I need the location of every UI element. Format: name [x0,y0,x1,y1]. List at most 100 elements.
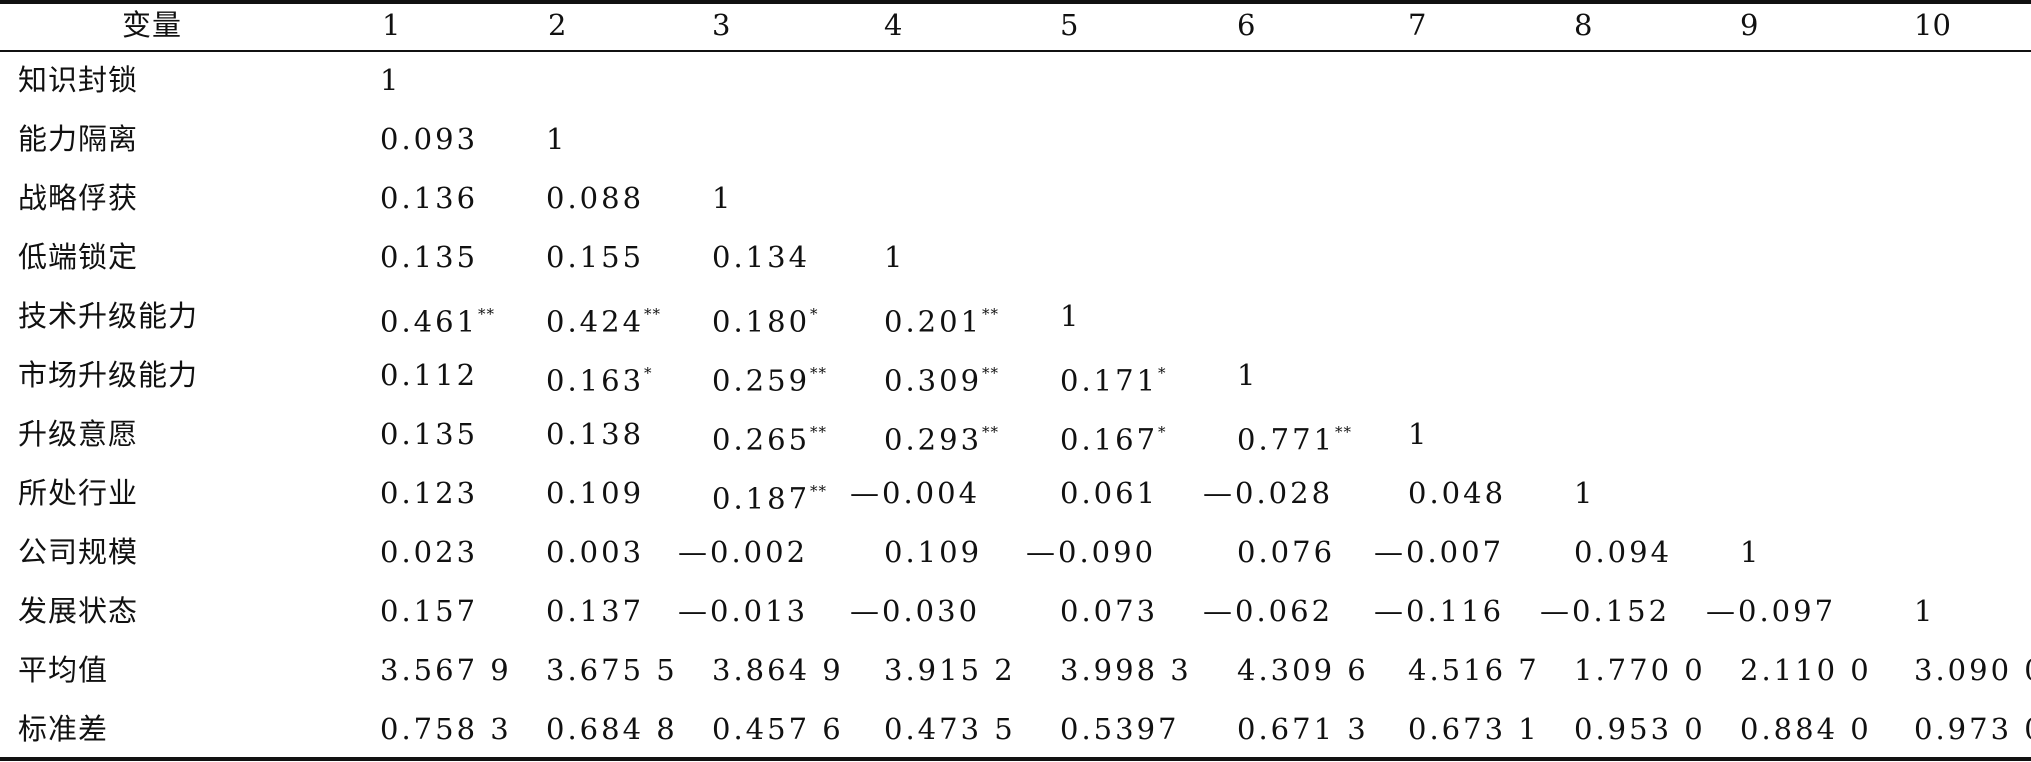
table-cell: 0.293** [884,418,999,456]
cell-value: 3.090 0 [1914,653,2031,687]
table-cell: 3.567 9 [380,654,512,686]
significance-mark: * [810,305,819,323]
table-cell: 3.675 5 [546,654,678,686]
significance-mark: ** [1335,423,1353,441]
cell-value: 0.155 [546,240,645,274]
table-cell: 1.770 0 [1574,654,1706,686]
cell-value: 0.473 5 [884,712,1016,746]
table-cell: 0.684 8 [546,713,678,745]
row-label: 平均值 [18,653,109,687]
table-cell: 3.998 3 [1060,654,1192,686]
row-label: 技术升级能力 [18,299,199,333]
table-cell: 4.309 6 [1237,654,1369,686]
header-col-5: 5 [1060,8,1079,42]
table-cell: 0.138 [546,418,644,450]
cell-value: 0.048 [1408,476,1507,510]
table-cell: 0.137 [546,595,644,627]
header-col-2: 2 [548,8,567,42]
cell-value: 0.163 [546,363,645,398]
significance-mark: ** [982,423,1000,441]
cell-value: 0.109 [884,535,983,569]
table-cell: 0.135 [380,241,478,273]
table-cell: 0.973 0 [1914,713,2031,745]
cell-value: 1 [380,63,402,97]
cell-value: 0.5397 [1060,712,1180,746]
table-cell: 0.167* [1060,418,1167,456]
significance-mark: ** [810,423,828,441]
cell-value: 1 [1914,594,1936,628]
table-cell: 4.516 7 [1408,654,1540,686]
cell-value: 0.187 [712,481,811,516]
significance-mark: ** [982,364,1000,382]
cell-value: 3.864 9 [712,653,844,687]
table-cell: 0.023 [380,536,478,568]
table-cell: 0.112 [380,359,478,391]
cell-value: 0.180 [712,304,811,339]
significance-mark: ** [644,305,662,323]
cell-value: 0.293 [884,422,983,457]
table-cell: 0.424** [546,300,661,338]
table-cell: 0.309** [884,359,999,397]
table-cell: 0.180* [712,300,819,338]
cell-value: 3.998 3 [1060,653,1192,687]
table-cell: 0.187** [712,477,827,515]
cell-value: —0.062 [1203,594,1334,628]
cell-value: 0.138 [546,417,645,451]
header-col-7: 7 [1408,8,1427,42]
table-cell: —0.090 [1026,536,1156,568]
significance-mark: ** [810,364,828,382]
cell-value: —0.116 [1374,594,1505,628]
cell-value: 0.123 [380,476,479,510]
cell-value: 0.112 [380,358,479,392]
table-cell: 0.109 [884,536,982,568]
cell-value: 0.061 [1060,476,1159,510]
header-col-3: 3 [712,8,731,42]
cell-value: —0.097 [1706,594,1837,628]
cell-value: 0.073 [1060,594,1159,628]
cell-value: 0.136 [380,181,479,215]
cell-value: 0.135 [380,417,479,451]
table-cell: 0.758 3 [380,713,512,745]
row-label: 战略俘获 [18,181,139,215]
significance-mark: * [1158,423,1167,441]
table-cell: 1 [1237,359,1258,391]
significance-mark: * [1158,364,1167,382]
table-top-rule [0,0,2031,4]
row-label: 低端锁定 [18,240,139,274]
cell-value: 1 [1237,358,1259,392]
row-label: 发展状态 [18,594,139,628]
table-cell: 0.155 [546,241,644,273]
cell-value: 1 [1408,417,1430,451]
table-cell: 1 [1914,595,1935,627]
cell-value: 0.137 [546,594,645,628]
table-cell: —0.002 [678,536,808,568]
row-label: 能力隔离 [18,122,139,156]
header-col-8: 8 [1574,8,1593,42]
table-cell: —0.152 [1540,595,1670,627]
table-cell: 0.884 0 [1740,713,1872,745]
cell-value: 3.915 2 [884,653,1016,687]
cell-value: —0.090 [1026,535,1157,569]
table-cell: 1 [380,64,401,96]
table-cell: 0.673 1 [1408,713,1540,745]
cell-value: 1.770 0 [1574,653,1706,687]
table-cell: 0.048 [1408,477,1506,509]
header-col-10: 10 [1914,8,1951,42]
table-cell: 0.163* [546,359,653,397]
table-cell: 1 [1408,418,1429,450]
table-cell: 0.671 3 [1237,713,1369,745]
table-cell: 1 [1740,536,1761,568]
cell-value: 4.516 7 [1408,653,1540,687]
table-cell: 0.771** [1237,418,1352,456]
cell-value: —0.004 [850,476,981,510]
table-cell: —0.062 [1203,595,1333,627]
cell-value: 0.309 [884,363,983,398]
cell-value: 0.023 [380,535,479,569]
cell-value: 3.675 5 [546,653,678,687]
cell-value: 0.134 [712,240,811,274]
table-cell: —0.030 [850,595,980,627]
cell-value: —0.152 [1540,594,1671,628]
cell-value: 2.110 0 [1740,653,1872,687]
table-cell: 0.259** [712,359,827,397]
